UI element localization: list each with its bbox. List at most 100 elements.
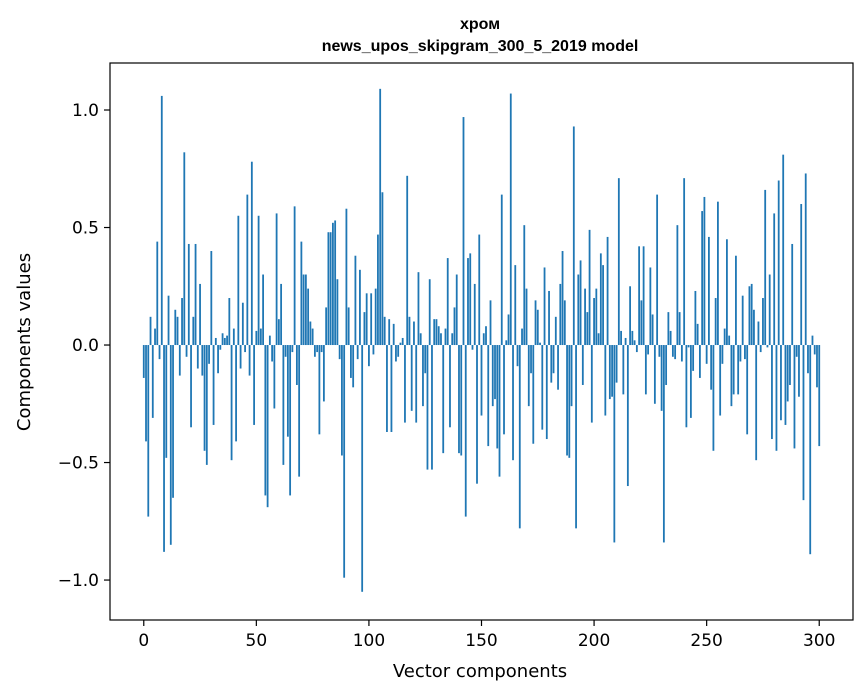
chart-subtitle: news_upos_skipgram_300_5_2019 model <box>322 38 639 55</box>
bar-154 <box>489 300 492 346</box>
bar-4 <box>151 345 154 418</box>
bar-78 <box>318 345 321 435</box>
bar-295 <box>807 345 809 374</box>
bar-218 <box>633 340 636 346</box>
bar-37 <box>226 335 228 346</box>
bar-245 <box>694 290 697 346</box>
bar-187 <box>563 300 566 346</box>
bar-112 <box>395 345 397 362</box>
bar-117 <box>406 175 409 346</box>
bar-7 <box>158 345 161 360</box>
bar-205 <box>604 345 607 416</box>
bar-84 <box>332 222 334 346</box>
bar-128 <box>431 345 433 470</box>
bar-219 <box>635 345 638 353</box>
bar-67 <box>293 206 296 346</box>
bar-129 <box>433 319 436 346</box>
y-axis: −1.0 −0.5 0.0 0.5 1.0 <box>58 101 110 591</box>
bar-264 <box>737 345 740 395</box>
y-tick-label: −1.0 <box>58 571 99 591</box>
bar-88 <box>341 345 343 456</box>
bar-59 <box>275 213 278 346</box>
bar-192 <box>575 345 577 529</box>
bar-43 <box>239 345 242 369</box>
bar-280 <box>773 213 776 346</box>
bar-69 <box>298 345 301 477</box>
bar-19 <box>185 345 188 357</box>
bar-74 <box>309 321 312 346</box>
bar-266 <box>741 295 744 346</box>
bar-188 <box>566 345 568 456</box>
bar-209 <box>613 345 616 543</box>
bar-8 <box>160 95 163 346</box>
bar-241 <box>685 345 688 428</box>
bar-167 <box>518 345 521 529</box>
bar-140 <box>458 345 460 454</box>
bar-267 <box>744 345 746 360</box>
bar-130 <box>435 319 438 346</box>
bar-255 <box>717 201 719 346</box>
bar-90 <box>345 208 348 346</box>
bar-48 <box>250 161 253 346</box>
bar-193 <box>577 274 580 346</box>
y-tick-label: 0.0 <box>72 336 99 356</box>
bar-2 <box>147 345 150 517</box>
bar-68 <box>295 345 298 385</box>
bar-96 <box>359 269 361 346</box>
bar-142 <box>462 117 465 346</box>
bar-114 <box>399 342 402 346</box>
bar-189 <box>568 345 571 458</box>
bar-100 <box>368 345 370 367</box>
bar-106 <box>381 192 384 346</box>
bar-181 <box>550 345 553 383</box>
bar-34 <box>219 345 222 350</box>
bar-242 <box>687 345 690 348</box>
y-axis-label: Components values <box>14 253 35 431</box>
bar-160 <box>503 345 505 435</box>
bar-148 <box>476 345 478 484</box>
bar-57 <box>271 345 274 362</box>
bar-29 <box>208 345 210 364</box>
bar-184 <box>557 345 559 390</box>
bar-11 <box>167 295 170 346</box>
bar-166 <box>516 345 519 367</box>
bar-270 <box>750 283 753 346</box>
bar-211 <box>617 178 620 346</box>
bar-137 <box>451 333 454 346</box>
bar-252 <box>710 345 713 390</box>
bar-71 <box>302 274 305 346</box>
bar-32 <box>214 337 217 346</box>
bar-198 <box>588 229 591 346</box>
x-tick-label: 200 <box>578 631 610 651</box>
bar-105 <box>379 88 382 346</box>
bar-131 <box>437 326 440 346</box>
bar-275 <box>762 298 764 346</box>
bar-70 <box>300 241 303 346</box>
bar-38 <box>228 298 231 346</box>
bar-14 <box>174 309 177 346</box>
bar-12 <box>169 345 172 545</box>
y-tick-label: 1.0 <box>72 101 99 121</box>
bar-204 <box>602 265 604 346</box>
bar-95 <box>356 345 359 360</box>
bar-284 <box>782 154 785 346</box>
bar-158 <box>498 345 501 477</box>
bar-139 <box>455 274 458 346</box>
bar-253 <box>712 345 715 451</box>
bar-120 <box>413 321 415 346</box>
bar-113 <box>397 345 400 357</box>
bar-165 <box>514 265 517 346</box>
bar-197 <box>586 312 589 346</box>
bar-18 <box>183 152 186 346</box>
bar-65 <box>289 345 292 496</box>
bar-134 <box>444 328 447 346</box>
bar-180 <box>548 290 550 346</box>
bar-1 <box>145 345 147 442</box>
bar-92 <box>350 345 352 378</box>
x-tick-label: 0 <box>138 631 149 651</box>
bar-9 <box>163 345 165 552</box>
bar-254 <box>714 298 717 346</box>
bar-103 <box>374 288 377 346</box>
bar-138 <box>453 307 456 346</box>
